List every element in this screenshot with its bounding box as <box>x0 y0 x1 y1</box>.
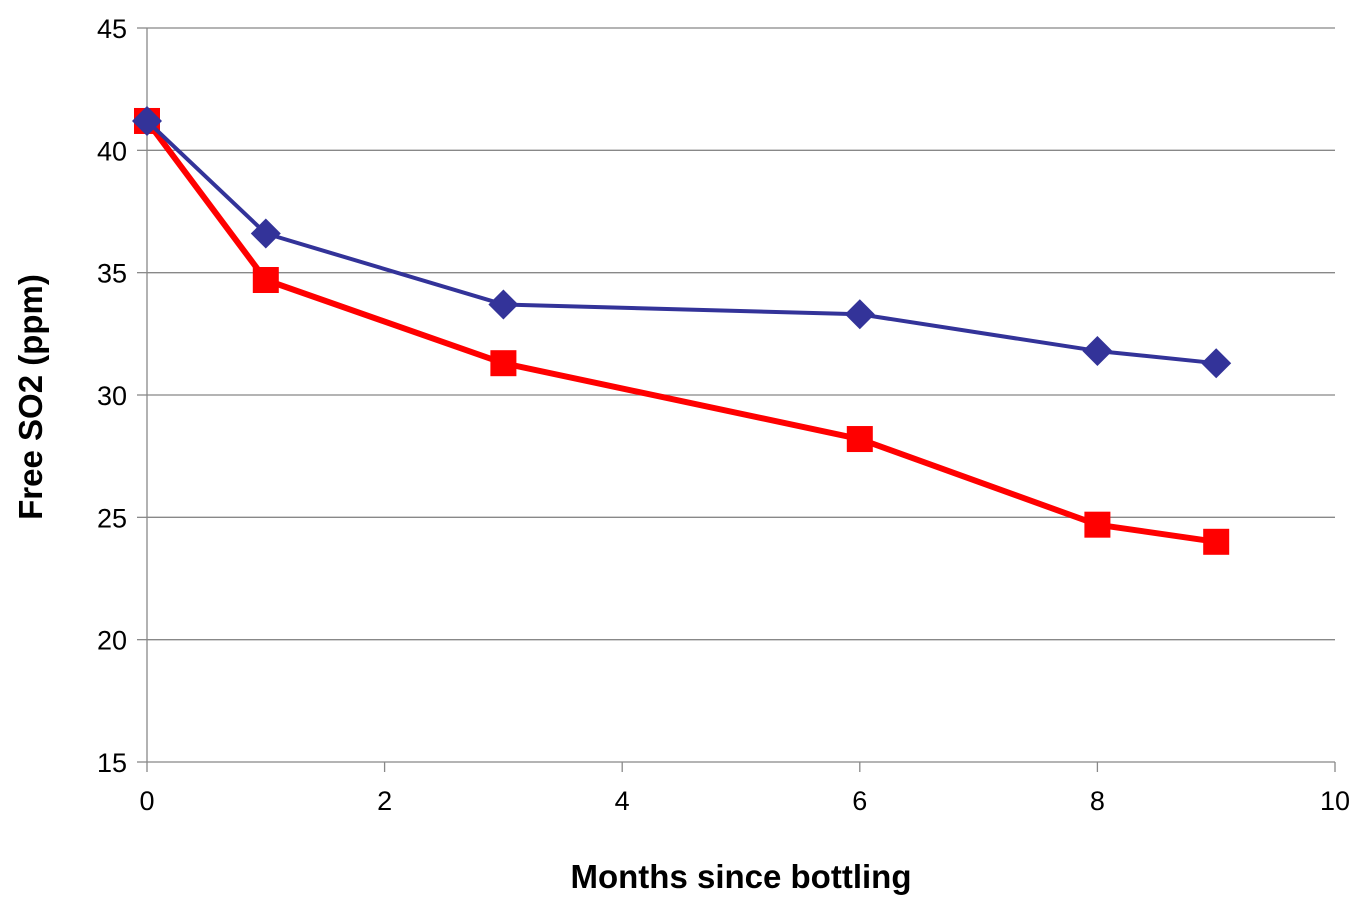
tick-labels: 15 20 25 30 35 40 45 0 2 4 6 8 10 <box>97 14 1350 816</box>
y-tick-label: 25 <box>97 503 127 533</box>
y-tick-label: 45 <box>97 14 127 44</box>
y-tick-label: 15 <box>97 748 127 778</box>
diamond-marker <box>488 289 519 320</box>
diamond-marker <box>250 218 281 249</box>
y-tick-label: 20 <box>97 626 127 656</box>
x-tick-label: 0 <box>139 786 154 816</box>
diamond-marker <box>1201 348 1232 379</box>
y-tick-label: 35 <box>97 259 127 289</box>
square-marker <box>490 350 517 377</box>
y-tick-label: 30 <box>97 381 127 411</box>
x-tick-label: 4 <box>615 786 630 816</box>
diamond-marker <box>844 299 875 330</box>
series-line-square <box>144 119 1217 545</box>
y-axis-title: Free SO2 (ppm) <box>12 274 49 520</box>
x-tick-label: 8 <box>1090 786 1105 816</box>
square-marker <box>1203 528 1230 555</box>
diamond-marker <box>132 105 162 136</box>
x-tick-label: 2 <box>377 786 392 816</box>
square-marker <box>252 267 279 294</box>
series-line-diamond <box>145 119 1217 366</box>
series <box>132 105 1232 555</box>
square-marker <box>1084 511 1111 538</box>
diamond-marker <box>1082 335 1113 366</box>
axes <box>137 27 1336 772</box>
square-marker <box>846 426 873 453</box>
x-tick-label: 6 <box>852 786 867 816</box>
y-tick-label: 40 <box>97 136 127 166</box>
x-tick-label: 10 <box>1320 786 1350 816</box>
x-axis-title: Months since bottling <box>571 858 912 895</box>
gridlines <box>147 27 1335 641</box>
